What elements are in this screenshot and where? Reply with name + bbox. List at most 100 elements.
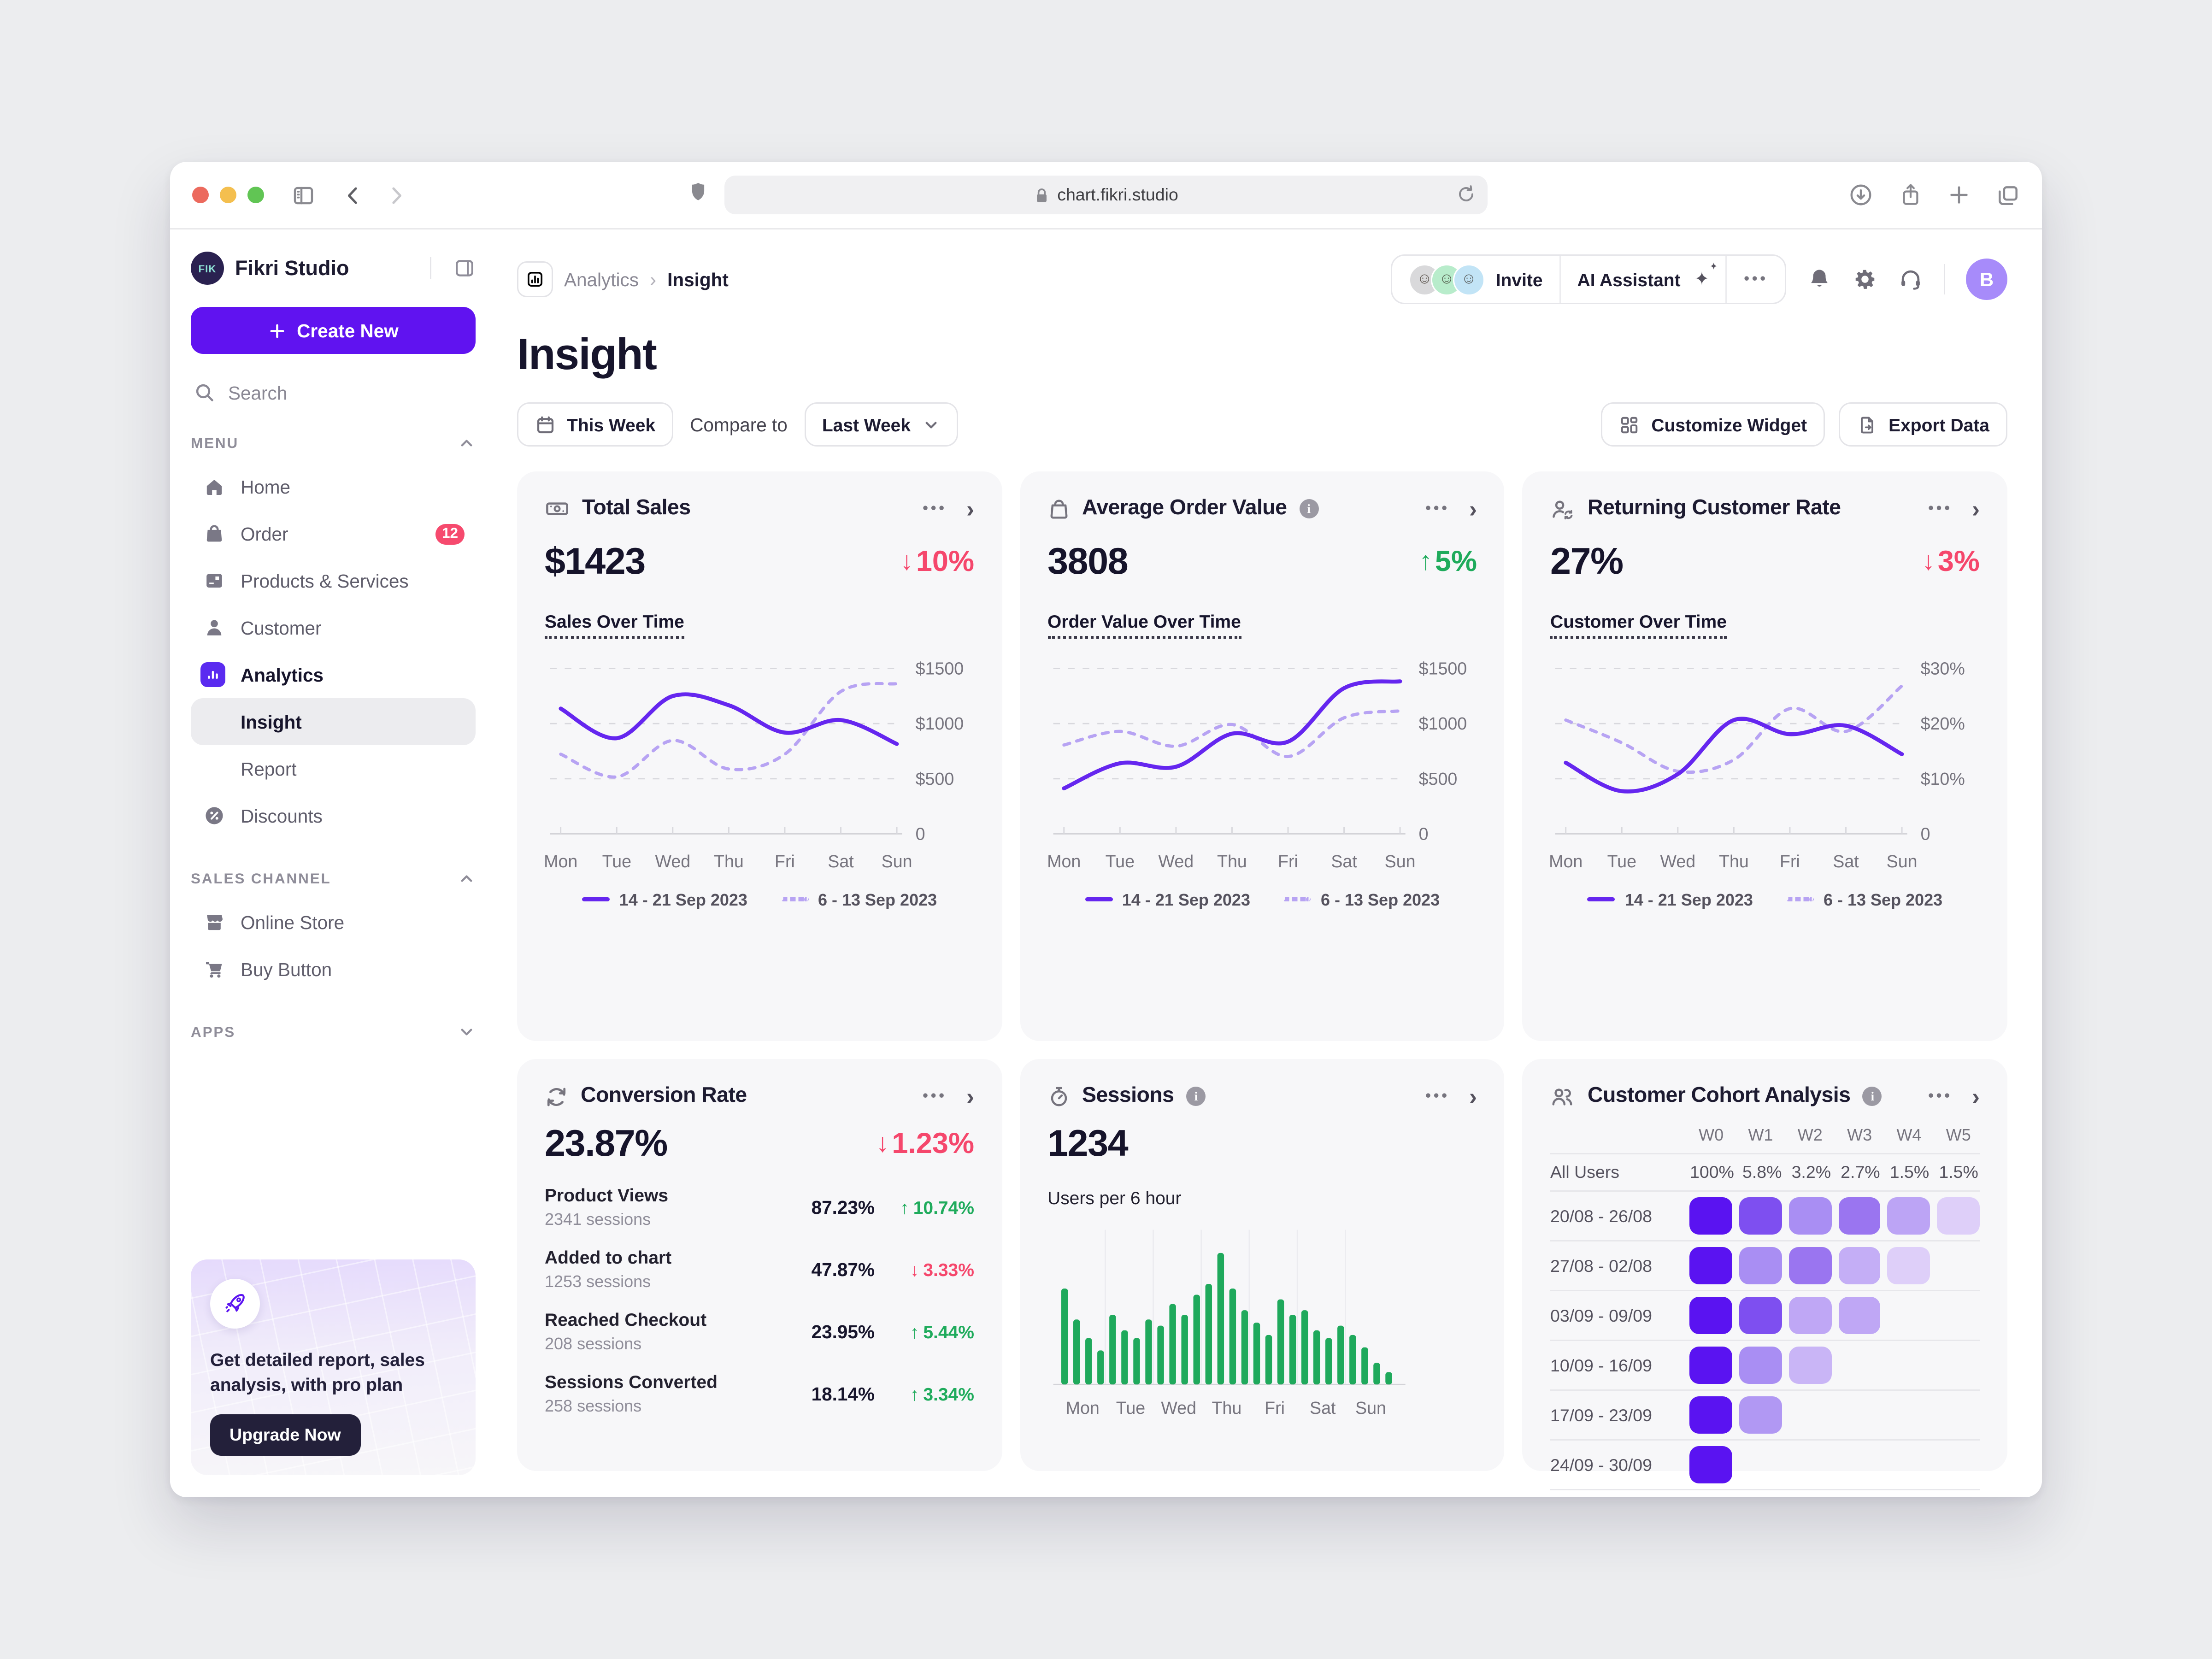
card-title: Sessions xyxy=(1082,1084,1174,1107)
cohort-cell xyxy=(1788,1197,1831,1235)
zoom-window-button[interactable] xyxy=(247,187,264,203)
sidebar-item-label: Online Store xyxy=(241,912,345,933)
support-headset-icon[interactable] xyxy=(1898,267,1923,292)
invite-button[interactable]: ☺ ☺ ☺ Invite xyxy=(1392,256,1559,303)
total-sales-value: $1423 xyxy=(545,541,646,582)
cohort-cell xyxy=(1838,1197,1881,1235)
cohort-table: W0 W1 W2 W3 W4 W5 All Users 100% 5.8% 3.2% 2.7% 1.5… xyxy=(1550,1123,1980,1490)
card-open-icon[interactable]: › xyxy=(966,495,974,522)
new-tab-icon[interactable] xyxy=(1948,184,1970,206)
user-avatar[interactable]: B xyxy=(1966,259,2007,300)
forward-icon[interactable] xyxy=(386,185,406,206)
settings-gear-icon[interactable] xyxy=(1853,267,1877,292)
tab-overview-icon[interactable] xyxy=(1996,183,2020,207)
address-bar[interactable]: chart.fikri.studio xyxy=(724,176,1488,214)
sidebar-item-insight[interactable]: Insight xyxy=(191,698,476,745)
sidebar-item-products-services[interactable]: Products & Services xyxy=(191,557,476,604)
card-title: Conversion Rate xyxy=(581,1084,747,1107)
sidebar-collapse-icon[interactable] xyxy=(453,257,476,279)
this-week-button[interactable]: This Week xyxy=(517,402,674,447)
svg-text:$1000: $1000 xyxy=(1418,714,1467,733)
avatar: ☺ xyxy=(1453,263,1485,295)
create-new-button[interactable]: Create New xyxy=(191,307,476,354)
info-icon[interactable]: i xyxy=(1863,1087,1883,1106)
reload-icon[interactable] xyxy=(1456,184,1477,205)
order-value-over-time-link[interactable]: Order Value Over Time xyxy=(1047,611,1241,639)
sidebar-item-analytics[interactable]: Analytics xyxy=(191,651,476,698)
card-menu-icon[interactable]: ••• xyxy=(1928,1088,1953,1105)
downloads-icon[interactable] xyxy=(1848,182,1873,207)
more-options-button[interactable]: ••• xyxy=(1726,256,1785,303)
card-open-icon[interactable]: › xyxy=(966,1083,974,1110)
cohort-all-users-value: 100% xyxy=(1689,1163,1734,1182)
svg-text:Fri: Fri xyxy=(1264,1398,1284,1418)
cohort-cell xyxy=(1937,1197,1980,1235)
ai-assistant-button[interactable]: AI Assistant ✦ xyxy=(1559,256,1726,303)
ellipsis-icon: ••• xyxy=(1744,271,1768,288)
card-menu-icon[interactable]: ••• xyxy=(1425,500,1450,517)
privacy-shield-icon[interactable] xyxy=(688,181,708,203)
legend-dotted-swatch xyxy=(1786,897,1814,902)
card-menu-icon[interactable]: ••• xyxy=(923,1088,947,1105)
cohort-week-header: W2 xyxy=(1797,1125,1823,1145)
upgrade-now-button[interactable]: Upgrade Now xyxy=(210,1414,360,1456)
breadcrumb-insight: Insight xyxy=(667,269,729,290)
returning-rate-delta: ↓ 3% xyxy=(1922,545,1980,577)
info-icon[interactable]: i xyxy=(1186,1087,1206,1106)
sidebar-item-customer[interactable]: Customer xyxy=(191,604,476,651)
menu-section-label[interactable]: MENU xyxy=(191,434,476,452)
apps-section-label[interactable]: APPS xyxy=(191,1023,476,1041)
share-icon[interactable] xyxy=(1900,182,1922,207)
close-window-button[interactable] xyxy=(192,187,209,203)
cohort-cell xyxy=(1888,1247,1930,1284)
cohort-cell xyxy=(1788,1247,1831,1284)
money-icon xyxy=(545,498,570,520)
card-open-icon[interactable]: › xyxy=(1469,1083,1477,1110)
back-icon[interactable] xyxy=(343,185,364,206)
funnel-step-label: Sessions Converted xyxy=(545,1371,718,1392)
card-menu-icon[interactable]: ••• xyxy=(1928,500,1953,517)
card-open-icon[interactable]: › xyxy=(1971,495,1980,522)
cohort-cell xyxy=(1788,1347,1831,1384)
browser-sidebar-toggle-icon[interactable] xyxy=(292,183,315,207)
info-icon[interactable]: i xyxy=(1299,499,1319,518)
discounts-icon xyxy=(202,805,225,827)
svg-text:Tue: Tue xyxy=(1116,1398,1145,1418)
notifications-bell-icon[interactable] xyxy=(1807,267,1832,292)
svg-text:$500: $500 xyxy=(916,769,954,788)
sidebar-item-discounts[interactable]: Discounts xyxy=(191,792,476,839)
sidebar-menu: Home Order 12 Products & Services Customer An… xyxy=(191,463,476,839)
card-open-icon[interactable]: › xyxy=(1469,495,1477,522)
sidebar-item-report[interactable]: Report xyxy=(191,745,476,792)
svg-text:$1000: $1000 xyxy=(916,714,964,733)
sidebar-item-online-store[interactable]: Online Store xyxy=(191,899,476,946)
chevron-down-icon xyxy=(922,416,940,434)
order-value-over-time-chart: $1500 $1000 $500 0 Mon Tue Wed Thu Fri Sat Sun xyxy=(1047,659,1467,871)
search-input[interactable]: Search xyxy=(191,382,476,404)
customer-over-time-link[interactable]: Customer Over Time xyxy=(1550,611,1727,639)
cohort-all-users-row: All Users 100% 5.8% 3.2% 2.7% 1.5% 1.5% xyxy=(1550,1153,1980,1190)
breadcrumb-analytics[interactable]: Analytics xyxy=(564,269,639,290)
sales-over-time-link[interactable]: Sales Over Time xyxy=(545,611,684,639)
card-open-icon[interactable]: › xyxy=(1971,1083,1980,1110)
conversion-rate-card: Conversion Rate ••• › 23.87% ↓ 1.23% Prod… xyxy=(517,1059,1002,1471)
sidebar-item-home[interactable]: Home xyxy=(191,463,476,510)
cohort-all-users-label: All Users xyxy=(1550,1163,1620,1182)
sidebar-item-buy-button[interactable]: Buy Button xyxy=(191,946,476,993)
export-data-button[interactable]: Export Data xyxy=(1839,402,2007,447)
cohort-all-users-value: 1.5% xyxy=(1889,1163,1930,1182)
card-menu-icon[interactable]: ••• xyxy=(1425,1088,1450,1105)
minimize-window-button[interactable] xyxy=(220,187,236,203)
svg-text:Mon: Mon xyxy=(1047,852,1080,871)
svg-text:0: 0 xyxy=(1921,824,1931,843)
cohort-week-header: W0 xyxy=(1699,1125,1724,1145)
card-menu-icon[interactable]: ••• xyxy=(923,500,947,517)
sidebar-item-order[interactable]: Order 12 xyxy=(191,510,476,557)
sales-channel-section-label[interactable]: SALES CHANNEL xyxy=(191,870,476,888)
cohort-week-header: W5 xyxy=(1946,1125,1971,1145)
page-title: Insight xyxy=(517,329,657,379)
svg-text:Thu: Thu xyxy=(1211,1398,1241,1418)
customize-widget-button[interactable]: Customize Widget xyxy=(1601,402,1825,447)
last-week-select[interactable]: Last Week xyxy=(804,402,958,447)
cohort-all-users-value: 2.7% xyxy=(1841,1163,1880,1182)
